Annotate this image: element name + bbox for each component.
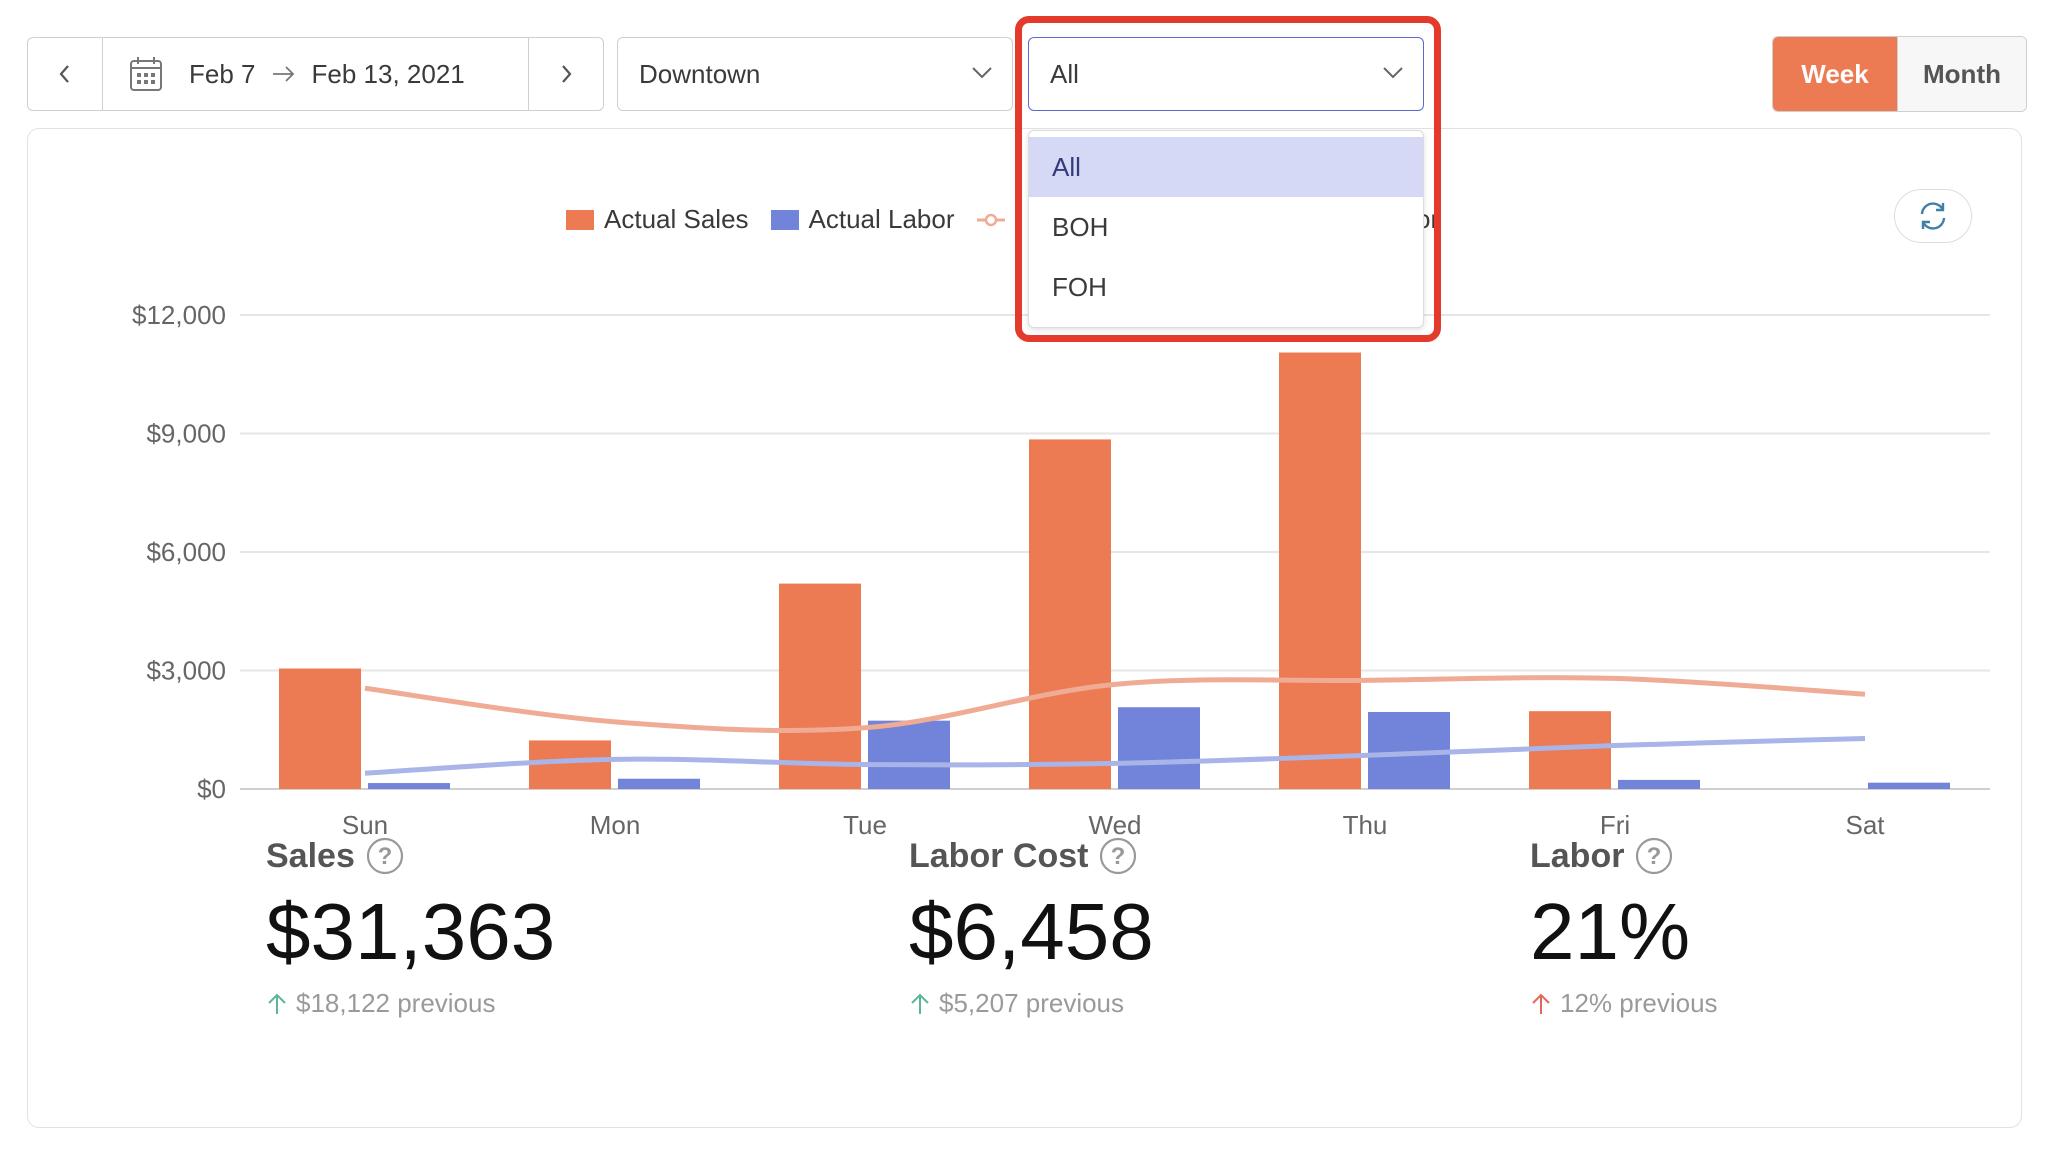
x-tick-label: Wed xyxy=(1089,810,1142,840)
week-view-button[interactable]: Week xyxy=(1773,37,1897,111)
legend-item-actual-sales[interactable]: Actual Sales xyxy=(566,204,749,235)
dashboard-card xyxy=(27,128,2022,1128)
previous-week-button[interactable] xyxy=(28,38,103,110)
view-toggle: Week Month xyxy=(1772,36,2027,112)
y-tick-label: $12,000 xyxy=(132,300,226,330)
labor-bar xyxy=(618,778,700,789)
labor-bar xyxy=(1618,779,1700,789)
x-tick-label: Fri xyxy=(1600,810,1630,840)
labor-bar xyxy=(1118,707,1200,789)
y-tick-label: $9,000 xyxy=(146,419,226,449)
legend-label: Actual Labor xyxy=(808,204,955,234)
help-icon[interactable]: ? xyxy=(1098,836,1138,876)
calendar-icon xyxy=(129,56,163,92)
y-tick-label: $3,000 xyxy=(146,656,226,686)
x-tick-label: Mon xyxy=(590,810,641,840)
labor-bar xyxy=(868,720,950,789)
legend-swatch xyxy=(770,209,799,230)
sales-bar xyxy=(529,740,611,789)
chevron-right-icon xyxy=(562,65,572,83)
refresh-button[interactable] xyxy=(1894,189,1972,243)
dropdown-option-all[interactable]: All xyxy=(1029,137,1423,197)
sales-bar xyxy=(1279,352,1361,789)
metric-previous: 12% previous xyxy=(1560,988,1718,1018)
arrow-up-icon xyxy=(911,993,929,1014)
x-tick-label: Sat xyxy=(1845,810,1885,840)
legend-label: I xyxy=(1014,204,1022,234)
legend-label: Actual Sales xyxy=(604,204,749,234)
role-filter-value: All xyxy=(1050,58,1079,89)
metric-value: 21% xyxy=(1530,887,1691,976)
labor-bar xyxy=(1868,782,1950,789)
labor-trend-line xyxy=(364,735,1866,776)
x-tick-label: Tue xyxy=(843,810,887,840)
sales-bar xyxy=(1029,439,1111,789)
chevron-down-icon xyxy=(1383,67,1403,79)
arrow-up-icon xyxy=(1532,993,1550,1014)
role-filter-dropdown: All BOH FOH xyxy=(1028,130,1424,328)
legend-item-sales-line[interactable]: I xyxy=(976,204,1022,235)
sales-trend-line xyxy=(364,675,1866,733)
location-select[interactable]: Downtown xyxy=(617,37,1013,111)
refresh-icon xyxy=(1920,202,1946,230)
sales-bar xyxy=(279,668,361,789)
labor-cost-metric: Labor Cost ? $6,458 $5,207 previous xyxy=(909,836,1154,1019)
x-tick-label: Thu xyxy=(1343,810,1388,840)
svg-text:?: ? xyxy=(1111,843,1126,870)
metric-previous: $18,122 previous xyxy=(296,988,496,1018)
labor-percent-metric: Labor ? 21% 12% previous xyxy=(1530,836,1718,1019)
sales-bar xyxy=(779,583,861,789)
metric-title: Sales xyxy=(266,836,355,875)
date-range-navigator: Feb 7 Feb 13, 2021 xyxy=(27,37,604,111)
metric-title: Labor xyxy=(1530,836,1625,875)
chevron-left-icon xyxy=(59,65,69,83)
metric-value: $6,458 xyxy=(909,887,1154,976)
date-end: Feb 13, 2021 xyxy=(311,58,465,89)
help-icon[interactable]: ? xyxy=(365,836,405,876)
legend-item-actual-labor[interactable]: Actual Labor xyxy=(770,204,955,235)
metric-title: Labor Cost xyxy=(909,836,1089,875)
sales-labor-chart: $0 $3,000 $6,000 $9,000 $12,000 Sun Mon Tue Wed T… xyxy=(132,300,1990,840)
sales-metric: Sales ? $31,363 $18,122 previous xyxy=(266,836,555,1019)
y-tick-label: $6,000 xyxy=(146,537,226,567)
date-start: Feb 7 xyxy=(189,58,256,89)
role-filter-select[interactable]: All xyxy=(1028,37,1424,111)
dropdown-option-foh[interactable]: FOH xyxy=(1052,271,1107,302)
chart-legend: Actual Sales Actual Labor I xyxy=(566,204,1044,235)
legend-line-swatch xyxy=(976,210,1005,230)
month-view-button[interactable]: Month xyxy=(1897,37,2026,111)
legend-swatch xyxy=(566,209,594,230)
location-select-value: Downtown xyxy=(639,58,761,89)
metric-value: $31,363 xyxy=(266,887,556,976)
next-week-button[interactable] xyxy=(528,38,603,110)
help-icon[interactable]: ? xyxy=(1634,836,1674,876)
chevron-down-icon xyxy=(972,67,992,79)
arrow-right-icon xyxy=(272,65,296,83)
labor-bar xyxy=(368,783,450,789)
date-range-display[interactable]: Feb 7 Feb 13, 2021 xyxy=(103,38,465,110)
metric-previous: $5,207 previous xyxy=(939,988,1125,1018)
svg-text:?: ? xyxy=(1647,843,1662,870)
svg-text:?: ? xyxy=(378,843,393,870)
y-tick-label: $0 xyxy=(197,774,226,804)
arrow-up-icon xyxy=(268,993,286,1014)
x-tick-label: Sun xyxy=(342,810,388,840)
dropdown-option-boh[interactable]: BOH xyxy=(1052,211,1109,242)
